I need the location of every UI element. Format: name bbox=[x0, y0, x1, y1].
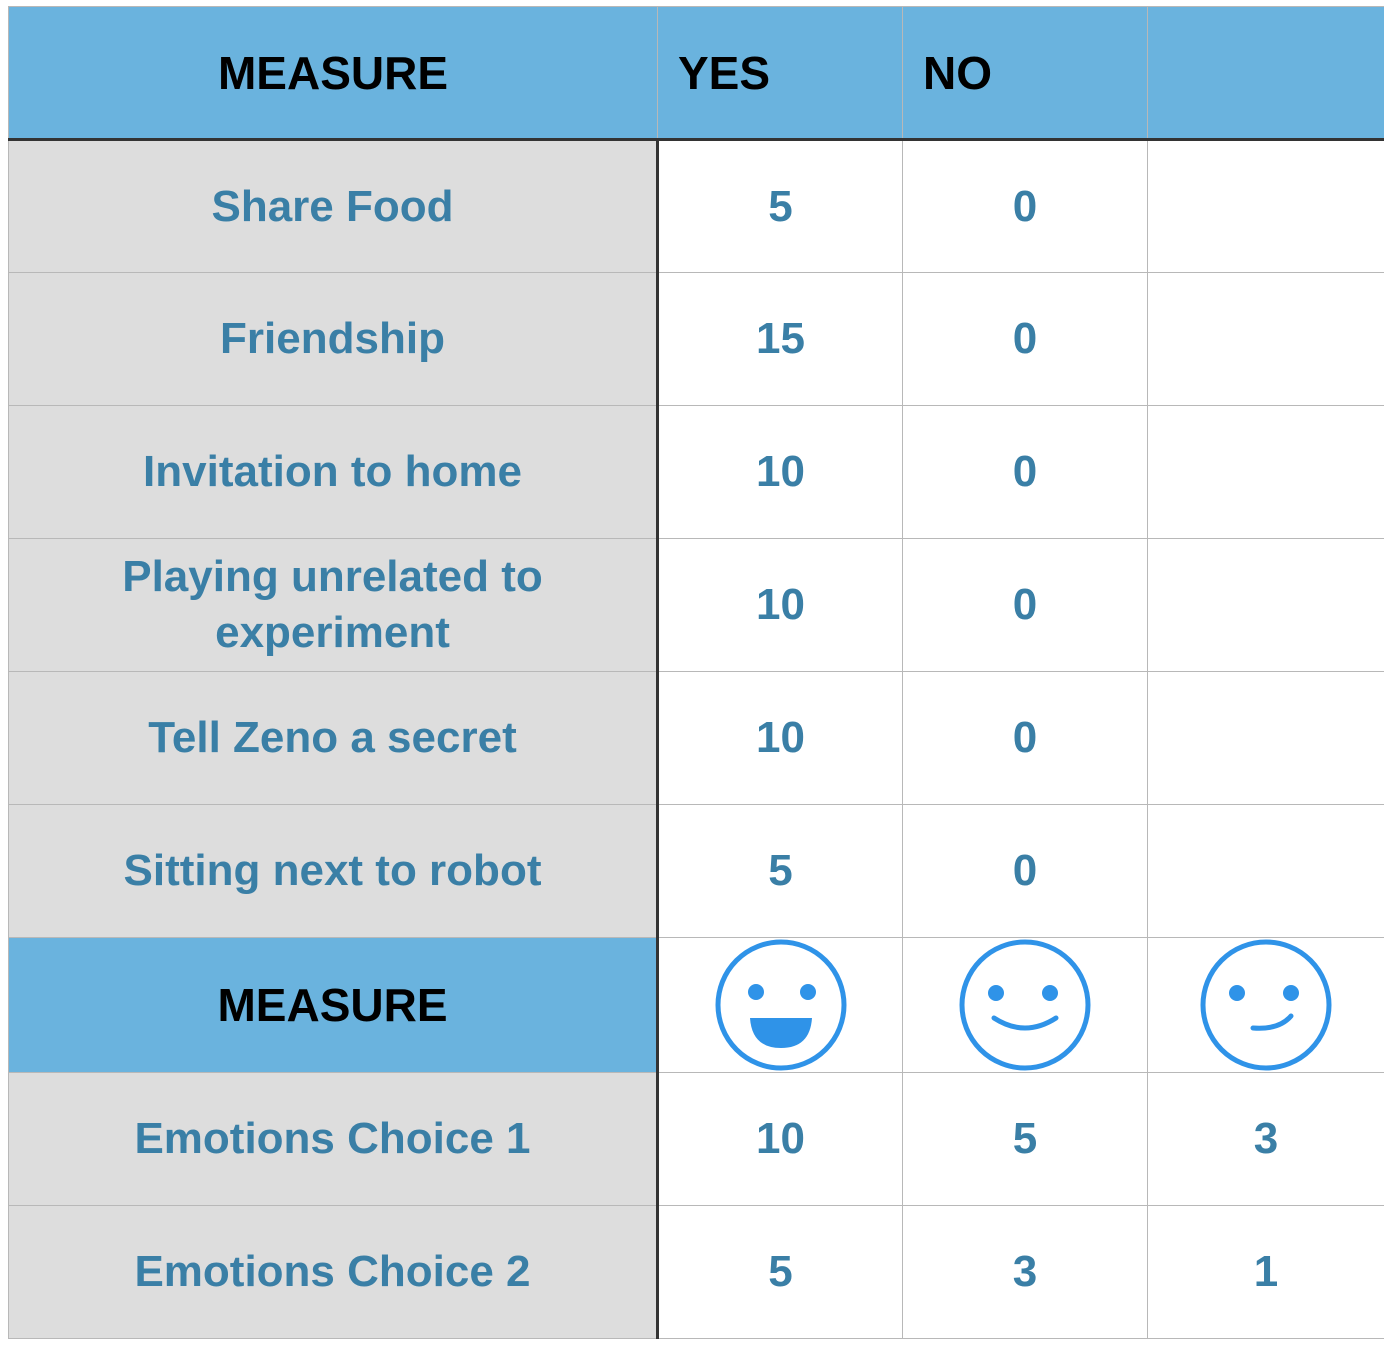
empty-cell bbox=[1147, 671, 1384, 805]
measure-label: Sitting next to robot bbox=[8, 804, 659, 938]
table-row: Emotions Choice 2 5 3 1 bbox=[8, 1205, 1384, 1339]
big-smile-face-icon bbox=[715, 939, 846, 1071]
empty-cell bbox=[1147, 804, 1384, 938]
emotion-header-row: MEASURE bbox=[8, 937, 1384, 1073]
table-row: Tell Zeno a secret 10 0 bbox=[8, 671, 1384, 805]
slight-smile-face-cell bbox=[1147, 937, 1384, 1073]
emotion-header-measure: MEASURE bbox=[8, 937, 659, 1073]
table-row: Playing unrelated to experiment 10 0 bbox=[8, 538, 1384, 672]
measure-label: Emotions Choice 1 bbox=[8, 1072, 659, 1206]
smile-face-icon bbox=[959, 939, 1091, 1071]
measure-label: Emotions Choice 2 bbox=[8, 1205, 659, 1339]
no-value: 0 bbox=[902, 804, 1148, 938]
header-yes: YES bbox=[657, 6, 903, 141]
smile-value: 3 bbox=[902, 1205, 1148, 1339]
header-extra bbox=[1147, 6, 1384, 141]
measure-label: Share Food bbox=[8, 139, 659, 273]
table-row: Invitation to home 10 0 bbox=[8, 405, 1384, 539]
big-smile-face-cell bbox=[657, 937, 903, 1073]
header-no: NO bbox=[902, 6, 1148, 141]
measure-label: Invitation to home bbox=[8, 405, 659, 539]
no-value: 0 bbox=[902, 139, 1148, 273]
measure-label: Tell Zeno a secret bbox=[8, 671, 659, 805]
smile-value: 5 bbox=[902, 1072, 1148, 1206]
no-value: 0 bbox=[902, 538, 1148, 672]
slight-smile-value: 1 bbox=[1147, 1205, 1384, 1339]
slight-smile-value: 3 bbox=[1147, 1072, 1384, 1206]
empty-cell bbox=[1147, 405, 1384, 539]
empty-cell bbox=[1147, 272, 1384, 406]
table-row: Friendship 15 0 bbox=[8, 272, 1384, 406]
slight-smile-face-icon bbox=[1200, 939, 1332, 1071]
measure-label: Friendship bbox=[8, 272, 659, 406]
table-row: Emotions Choice 1 10 5 3 bbox=[8, 1072, 1384, 1206]
yes-value: 5 bbox=[657, 139, 903, 273]
header-measure: MEASURE bbox=[8, 6, 658, 141]
no-value: 0 bbox=[902, 272, 1148, 406]
no-value: 0 bbox=[902, 405, 1148, 539]
results-table: MEASURE YES NO Share Food 5 0 Friendship… bbox=[8, 6, 1384, 1339]
table-row: Sitting next to robot 5 0 bbox=[8, 804, 1384, 938]
table-row: Share Food 5 0 bbox=[8, 139, 1384, 273]
empty-cell bbox=[1147, 139, 1384, 273]
big-smile-value: 5 bbox=[657, 1205, 903, 1339]
table-header-row: MEASURE YES NO bbox=[8, 6, 1384, 141]
yes-value: 10 bbox=[657, 538, 903, 672]
no-value: 0 bbox=[902, 671, 1148, 805]
smile-face-cell bbox=[902, 937, 1148, 1073]
big-smile-value: 10 bbox=[657, 1072, 903, 1206]
yes-value: 10 bbox=[657, 671, 903, 805]
empty-cell bbox=[1147, 538, 1384, 672]
yes-value: 5 bbox=[657, 804, 903, 938]
yes-value: 10 bbox=[657, 405, 903, 539]
yes-value: 15 bbox=[657, 272, 903, 406]
measure-label: Playing unrelated to experiment bbox=[8, 538, 659, 672]
